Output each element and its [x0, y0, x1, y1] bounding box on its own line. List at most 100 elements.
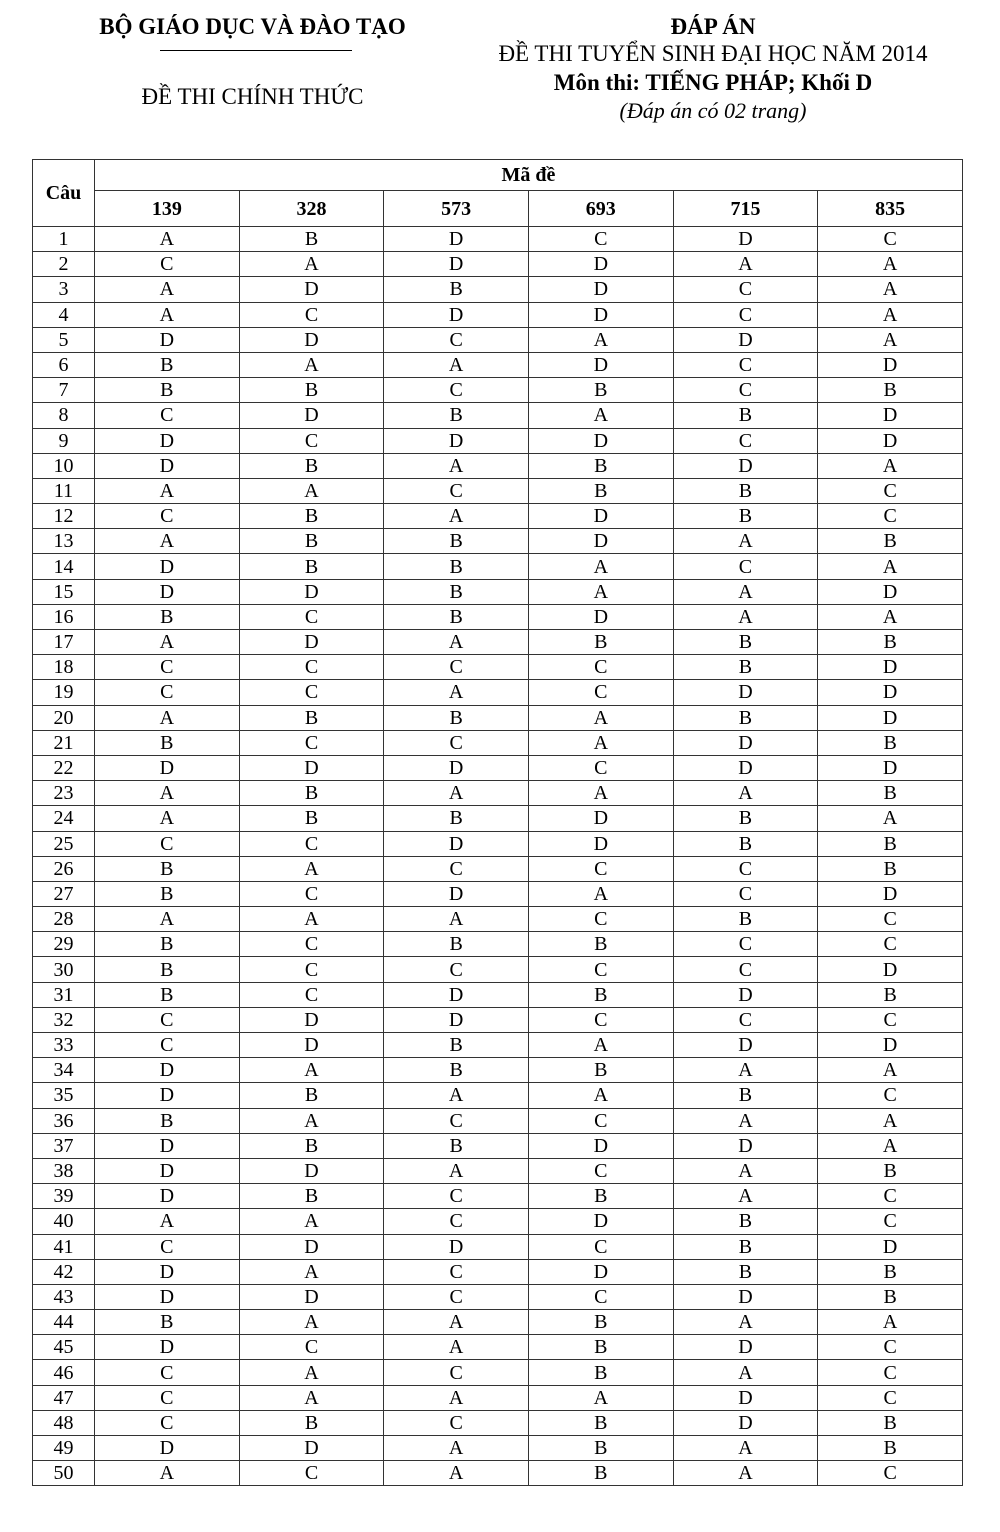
answer-cell: D — [383, 830, 529, 857]
question-number: 12 — [32, 503, 95, 530]
answer-cell: C — [672, 956, 819, 983]
answer-cell: C — [672, 855, 819, 882]
question-number: 39 — [32, 1183, 95, 1210]
question-number: 1 — [32, 225, 95, 253]
answer-cell: D — [94, 1082, 240, 1109]
answer-cell: A — [672, 528, 819, 555]
answer-cell: C — [94, 654, 240, 681]
answer-cell: D — [94, 1334, 240, 1361]
answer-cell: A — [94, 780, 240, 807]
answer-cell: A — [238, 1309, 385, 1336]
question-number: 3 — [32, 276, 95, 303]
question-number: 9 — [32, 427, 95, 454]
answer-cell: C — [238, 679, 385, 706]
answer-cell: C — [383, 1183, 529, 1210]
question-number: 5 — [32, 326, 95, 353]
answer-cell: B — [94, 880, 240, 908]
answer-cell: D — [672, 1384, 819, 1411]
answer-cell: A — [238, 855, 385, 882]
answer-cell: D — [527, 276, 674, 303]
answer-cell: D — [527, 603, 674, 631]
answer-cell: A — [672, 1309, 819, 1336]
answer-cell: C — [383, 654, 529, 681]
answer-cell: A — [672, 603, 819, 631]
answer-cell: B — [238, 503, 385, 530]
question-number: 10 — [32, 452, 95, 479]
answer-cell: A — [94, 1460, 240, 1487]
answer-cell: A — [527, 553, 674, 580]
answer-cell: C — [672, 553, 819, 580]
answer-cell: C — [817, 477, 963, 505]
answer-cell: A — [94, 704, 240, 731]
answer-cell: A — [383, 351, 529, 379]
question-number: 33 — [32, 1031, 95, 1059]
table-row: 38 D D A C A B — [32, 1157, 963, 1185]
question-number: 17 — [32, 628, 95, 656]
answer-cell: A — [527, 729, 674, 756]
answer-cell: B — [94, 956, 240, 983]
answer-cell: C — [672, 377, 819, 404]
answer-cell: B — [817, 981, 963, 1008]
answer-cell: D — [527, 301, 674, 328]
question-number: 46 — [32, 1359, 95, 1386]
answer-cell: C — [817, 1384, 963, 1411]
answer-cell: C — [527, 956, 674, 983]
answer-cell: A — [94, 628, 240, 656]
answer-cell: B — [817, 628, 963, 656]
answer-cell: A — [383, 1384, 529, 1411]
answer-cell: B — [672, 906, 819, 933]
table-row: 27 B C D A C D — [32, 880, 963, 908]
answer-cell: C — [383, 477, 529, 505]
question-number: 27 — [32, 880, 95, 908]
table-row: 22 D D D C D D — [32, 754, 963, 782]
table-row: 34 D A B B A A — [32, 1057, 963, 1084]
answer-cell: C — [527, 1107, 674, 1134]
answer-cell: B — [383, 1132, 529, 1159]
answer-cell: C — [383, 1283, 529, 1311]
answer-cell: B — [817, 1434, 963, 1462]
question-number: 37 — [32, 1132, 95, 1159]
answer-cell: C — [238, 981, 385, 1008]
answer-cell: C — [817, 1460, 963, 1487]
answer-cell: C — [527, 1157, 674, 1185]
answer-cell: C — [94, 1233, 240, 1260]
answer-cell: A — [238, 1258, 385, 1285]
table-row: 26 B A C C C B — [32, 855, 963, 882]
question-number: 2 — [32, 251, 95, 278]
answer-cell: D — [817, 704, 963, 731]
answer-cell: D — [672, 1334, 819, 1361]
answer-cell: B — [527, 1334, 674, 1361]
answer-cell: B — [383, 402, 529, 429]
answer-cell: B — [817, 830, 963, 857]
question-number: 47 — [32, 1384, 95, 1411]
answer-cell: B — [94, 1107, 240, 1134]
answer-cell: B — [672, 477, 819, 505]
table-row: 39 D B C B A C — [32, 1183, 963, 1210]
answer-cell: A — [527, 1082, 674, 1109]
answer-cell: B — [238, 780, 385, 807]
answer-cell: A — [238, 906, 385, 933]
answer-cell: C — [238, 880, 385, 908]
answer-cell: D — [817, 654, 963, 681]
exam-status: ĐỀ THI CHÍNH THỨC — [141, 84, 364, 109]
answer-cell: D — [672, 754, 819, 782]
answer-cell: B — [527, 1409, 674, 1437]
answer-cell: B — [527, 452, 674, 479]
answer-cell: B — [94, 981, 240, 1008]
answer-cell: B — [383, 704, 529, 731]
question-number: 19 — [32, 679, 95, 706]
answer-cell: A — [672, 251, 819, 278]
answer-cell: D — [527, 503, 674, 530]
question-number: 20 — [32, 704, 95, 731]
answer-cell: A — [672, 1057, 819, 1084]
answer-cell: A — [672, 780, 819, 807]
answer-cell: C — [94, 503, 240, 530]
answer-cell: D — [94, 553, 240, 580]
answer-cell: D — [672, 225, 819, 253]
answer-cell: A — [383, 1082, 529, 1109]
answer-cell: B — [817, 729, 963, 756]
answer-cell: A — [817, 326, 963, 353]
